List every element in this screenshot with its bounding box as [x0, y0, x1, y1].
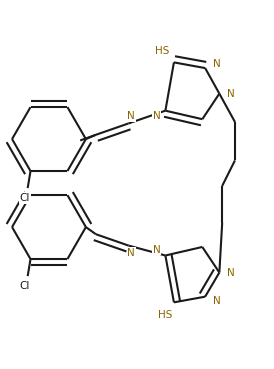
Text: N: N: [127, 248, 135, 258]
Text: N: N: [153, 111, 161, 121]
Text: HS: HS: [158, 310, 173, 320]
Text: Cl: Cl: [20, 193, 30, 203]
Text: N: N: [227, 89, 235, 99]
Text: N: N: [227, 268, 235, 277]
Text: N: N: [213, 296, 220, 306]
Text: Cl: Cl: [20, 281, 30, 291]
Text: N: N: [153, 245, 161, 255]
Text: N: N: [213, 59, 220, 69]
Text: HS: HS: [155, 46, 170, 56]
Text: N: N: [127, 111, 135, 121]
